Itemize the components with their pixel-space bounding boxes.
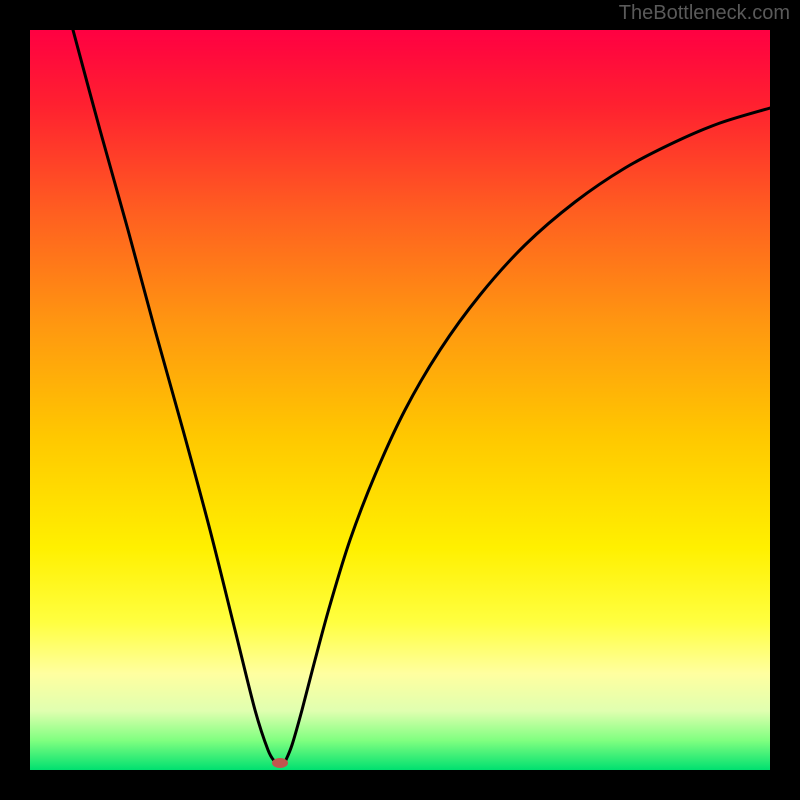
min-marker (272, 758, 288, 768)
plot-area (30, 30, 770, 770)
chart-svg (30, 30, 770, 770)
right-curve-branch (285, 108, 770, 762)
left-curve-branch (73, 30, 275, 762)
watermark-text: TheBottleneck.com (619, 2, 790, 25)
chart-container: TheBottleneck.com (0, 0, 800, 800)
gradient-background (30, 30, 770, 770)
